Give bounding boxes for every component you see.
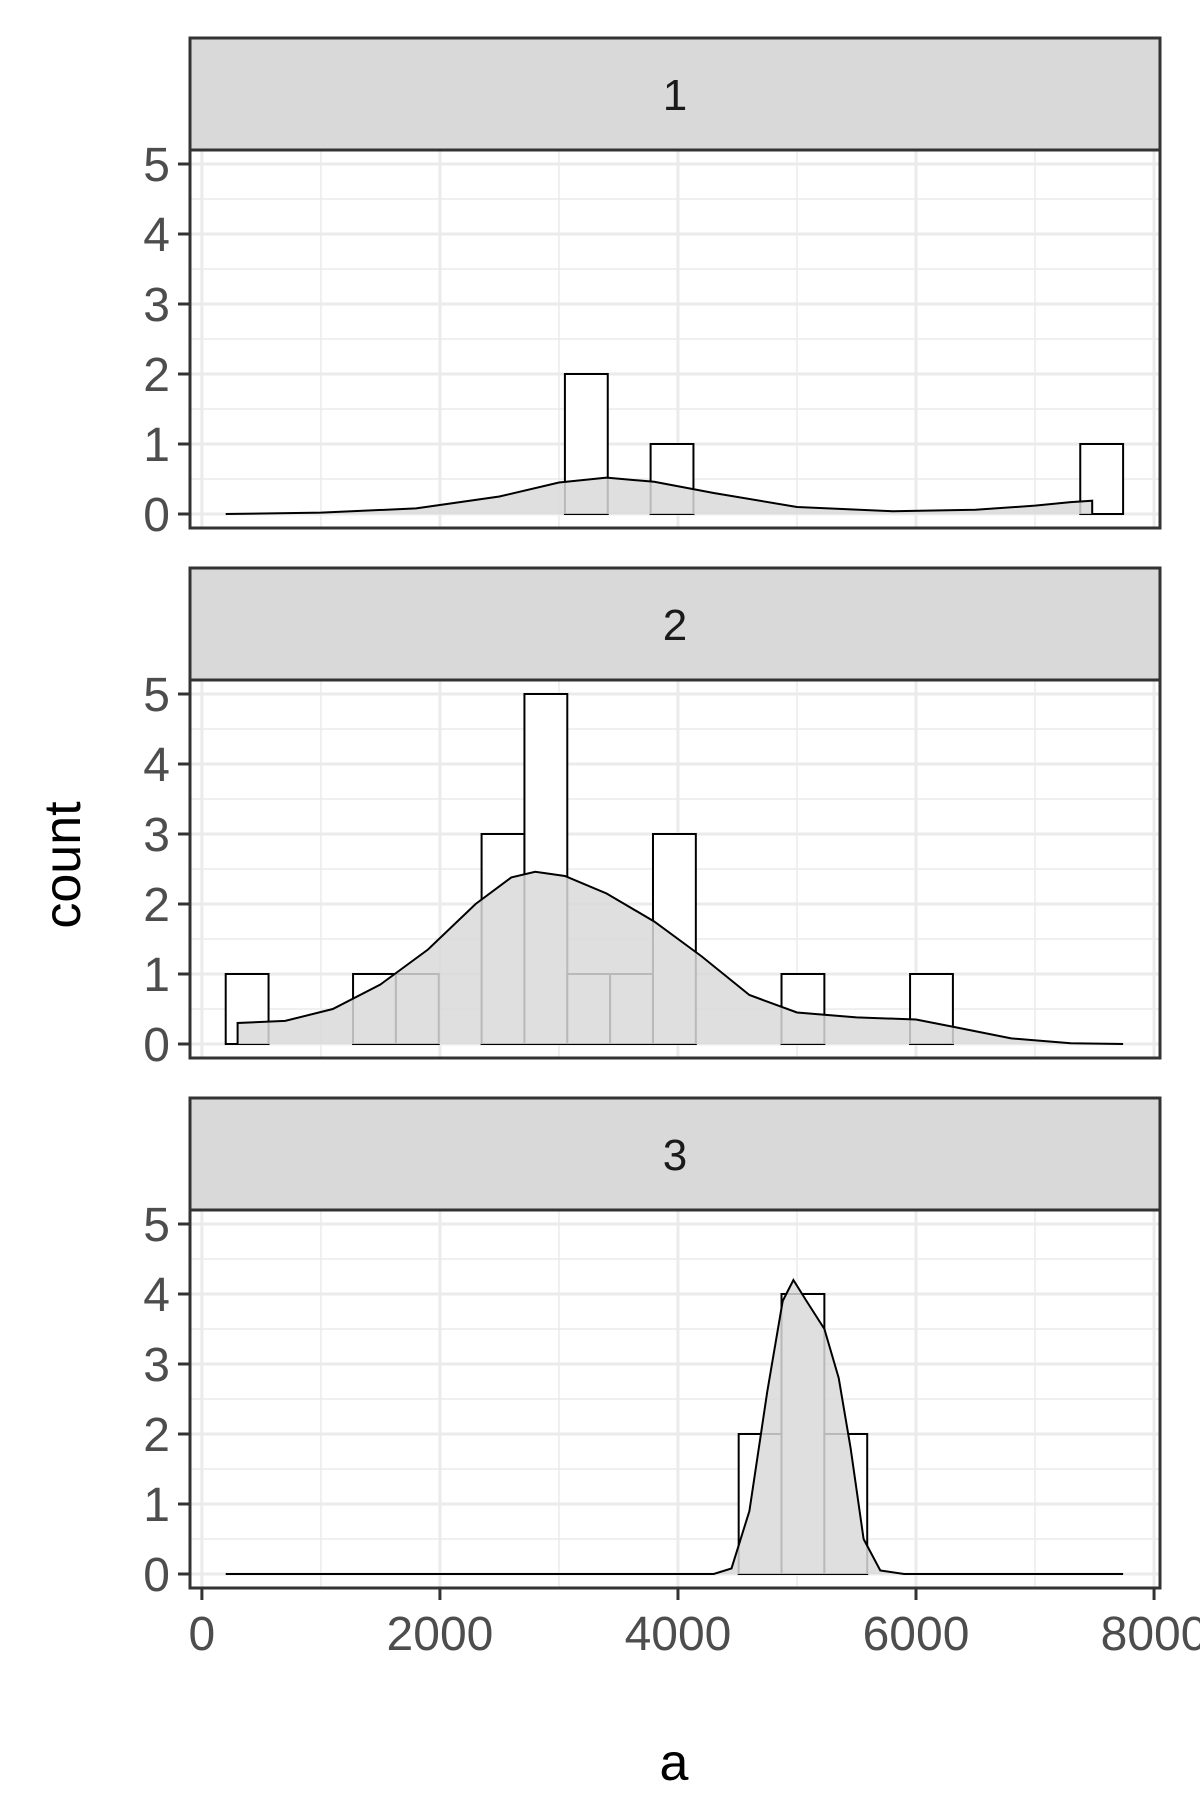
density-curve: [225, 476, 1094, 515]
y-tick-label: 4: [143, 209, 170, 262]
y-tick-label: 5: [143, 139, 170, 192]
y-tick-label: 5: [143, 669, 170, 722]
facet-strip: [188, 1096, 1162, 1212]
gridlines: [190, 1210, 1160, 1588]
density-curve: [225, 1277, 1124, 1575]
y-tick-label: 0: [143, 489, 170, 542]
y-axis: 0 1 2 3 4 5: [143, 1199, 190, 1602]
y-tick-label: 1: [143, 949, 170, 1002]
y-axis: 0 1 2 3 4 5: [143, 669, 190, 1072]
y-tick-label: 1: [143, 1479, 170, 1532]
x-tick-label: 0: [189, 1608, 216, 1661]
y-tick-label: 5: [143, 1199, 170, 1252]
facet-panel-3: 3 0 1 2 3 4 5: [143, 1096, 1162, 1602]
x-axis: 0 2000 4000 6000 8000: [189, 1588, 1200, 1661]
y-tick-label: 0: [143, 1549, 170, 1602]
facet-strip: [188, 566, 1162, 682]
facet-panel-1: 1 0 1 2 3 4 5: [143, 36, 1162, 542]
y-tick-label: 2: [143, 349, 170, 402]
y-tick-label: 3: [143, 1339, 170, 1392]
facet-strip-label: 2: [663, 601, 687, 650]
y-tick-label: 1: [143, 419, 170, 472]
y-tick-label: 2: [143, 1409, 170, 1462]
y-tick-label: 4: [143, 739, 170, 792]
x-tick-label: 2000: [387, 1608, 494, 1661]
y-axis: 0 1 2 3 4 5: [143, 139, 190, 542]
facet-strip: [188, 36, 1162, 152]
facet-panel-2: 2 0 1 2 3 4 5: [143, 566, 1162, 1072]
y-tick-label: 2: [143, 879, 170, 932]
density-curve: [236, 870, 1124, 1045]
y-axis-label: count: [34, 801, 92, 929]
facets: 1 0 1 2 3 4 5 2 0 1 2 3 4 5 3 0 1 2 3 4 5: [143, 36, 1162, 1602]
y-tick-label: 3: [143, 809, 170, 862]
facet-strip-label: 1: [663, 71, 687, 120]
density-area: [237, 871, 1124, 1044]
y-tick-label: 3: [143, 279, 170, 332]
x-axis-label: a: [660, 1734, 689, 1792]
y-tick-label: 4: [143, 1269, 170, 1322]
facet-strip-label: 3: [663, 1131, 687, 1180]
x-tick-label: 8000: [1101, 1608, 1200, 1661]
x-tick-label: 6000: [863, 1608, 970, 1661]
x-tick-label: 4000: [625, 1608, 732, 1661]
y-tick-label: 0: [143, 1019, 170, 1072]
